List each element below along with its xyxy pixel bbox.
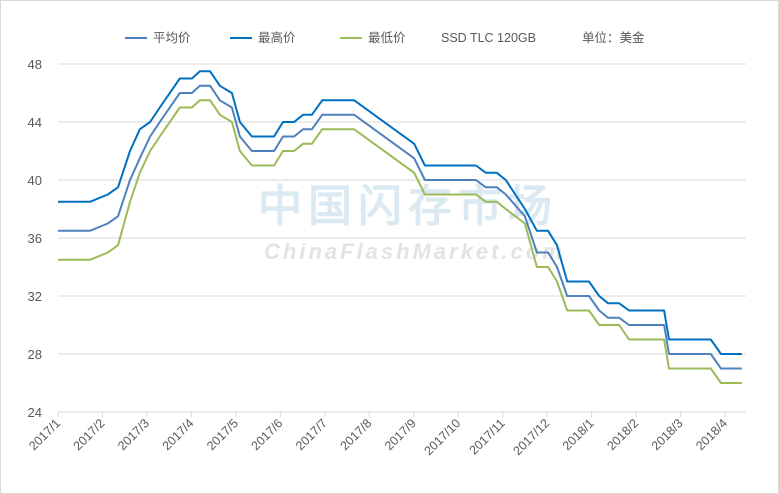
y-tick-label: 48 (28, 57, 42, 72)
legend-label-avg: 平均价 (153, 31, 191, 45)
legend-item-avg: 平均价 (125, 30, 191, 46)
x-tick-label: 2018/1 (560, 416, 597, 453)
legend-product: SSD TLC 120GB (441, 31, 536, 45)
legend-unit: 单位：美金 (582, 31, 645, 45)
legend-label-min: 最低价 (368, 31, 406, 45)
watermark-en: ChinaFlashMarket.com (264, 239, 565, 264)
y-tick-label: 24 (28, 405, 42, 420)
y-tick-label: 32 (28, 289, 42, 304)
x-tick-label: 2017/11 (467, 416, 508, 457)
y-tick-label: 40 (28, 173, 42, 188)
x-tick-label: 2017/8 (337, 416, 374, 453)
legend: 平均价 最高价 最低价 SSD TLC 120GB 单位：美金 (0, 30, 779, 50)
series-line-avg (58, 84, 742, 370)
x-tick-label: 2017/5 (204, 416, 241, 453)
legend-item-min: 最低价 (340, 30, 406, 46)
x-tick-label: 2018/3 (649, 416, 686, 453)
x-tick-label: 2017/3 (115, 416, 152, 453)
legend-swatch-max (230, 37, 252, 39)
series-line-min (58, 99, 742, 384)
x-tick-label: 2017/9 (382, 416, 419, 453)
x-tick-label: 2017/4 (160, 416, 197, 453)
y-tick-label: 44 (28, 115, 42, 130)
y-tick-label: 36 (28, 231, 42, 246)
y-tick-label: 28 (28, 347, 42, 362)
legend-label-max: 最高价 (258, 31, 296, 45)
x-tick-label: 2017/12 (510, 416, 552, 458)
legend-swatch-min (340, 37, 362, 39)
x-tick-label: 2018/4 (693, 416, 730, 453)
legend-item-max: 最高价 (230, 30, 296, 46)
x-tick-label: 2017/1 (26, 416, 63, 453)
x-tick-label: 2017/2 (71, 416, 108, 453)
series-line-max (58, 70, 742, 355)
x-tick-label: 2017/6 (249, 416, 286, 453)
x-tick-label: 2017/7 (293, 416, 330, 453)
x-tick-label: 2017/10 (421, 416, 463, 458)
x-tick-label: 2018/2 (604, 416, 641, 453)
legend-swatch-avg (125, 37, 147, 39)
